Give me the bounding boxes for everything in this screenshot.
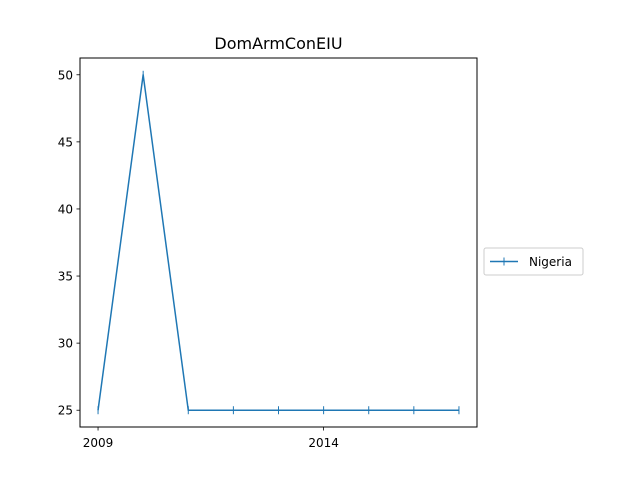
chart-title: DomArmConEIU bbox=[214, 34, 342, 53]
y-tick-label: 25 bbox=[58, 404, 73, 418]
y-tick-label: 35 bbox=[58, 270, 73, 284]
series-layer bbox=[97, 70, 460, 415]
legend-box bbox=[483, 247, 584, 276]
y-tick-label: 50 bbox=[58, 68, 73, 82]
plot-area bbox=[79, 57, 478, 428]
y-tick-label: 30 bbox=[58, 337, 73, 351]
y-tick-label: 40 bbox=[58, 202, 73, 216]
y-axis: 25 30 35 40 45 50 bbox=[58, 68, 80, 418]
legend-label-nigeria: Nigeria bbox=[529, 255, 572, 269]
legend: Nigeria bbox=[483, 247, 584, 276]
y-tick-label: 45 bbox=[58, 135, 73, 149]
x-tick-label: 2009 bbox=[83, 436, 114, 450]
x-axis: 2009 2014 bbox=[83, 427, 339, 450]
x-tick-label: 2014 bbox=[308, 436, 339, 450]
